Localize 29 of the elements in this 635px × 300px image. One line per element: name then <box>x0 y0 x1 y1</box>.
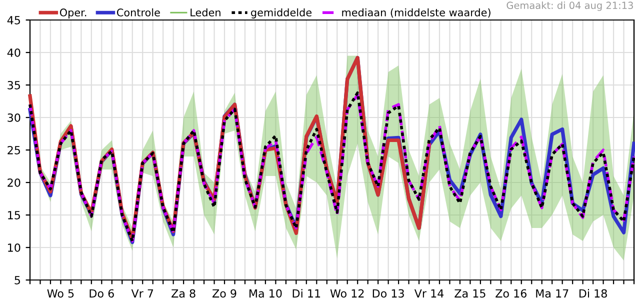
x-tick-label: Vr 14 <box>414 289 444 298</box>
x-tick-label: Di 18 <box>579 289 607 298</box>
x-tick-label: Za 8 <box>172 289 196 298</box>
x-tick-label: Di 11 <box>292 289 320 298</box>
legend-label: Leden <box>190 8 220 16</box>
legend-label: gemiddelde <box>251 8 312 18</box>
y-tick-label: 25 <box>8 146 20 154</box>
y-tick-label: 10 <box>8 243 20 252</box>
x-tick-label: Za 15 <box>454 289 486 298</box>
x-tick-label: Wo 12 <box>330 289 364 298</box>
text: Gemaakt: di 04 aug 21:13 <box>506 2 633 11</box>
legend-label: Controle <box>116 8 160 16</box>
y-tick-label: 35 <box>8 80 20 90</box>
x-tick-label: Vr 7 <box>131 289 154 298</box>
x-tick-label: Wo 5 <box>47 289 74 298</box>
y-tick-label: 45 <box>7 16 20 24</box>
legend-label: Oper. <box>60 8 86 18</box>
x-tick-label: Zo 9 <box>212 289 236 298</box>
x-tick-label: Ma 10 <box>250 289 282 298</box>
x-tick-label: Do 13 <box>372 289 404 298</box>
y-tick-label: 30 <box>8 113 20 122</box>
x-tick-label: Ma 17 <box>536 289 568 298</box>
y-tick-label: 5 <box>14 276 20 284</box>
x-tick-label: Zo 16 <box>496 289 526 298</box>
y-tick-label: 40 <box>7 48 20 57</box>
y-tick-label: 15 <box>8 211 20 220</box>
y-tick-label: 20 <box>8 178 20 187</box>
x-tick-label: Do 6 <box>90 289 114 298</box>
legend-label: mediaan (middelste waarde) <box>342 8 490 18</box>
